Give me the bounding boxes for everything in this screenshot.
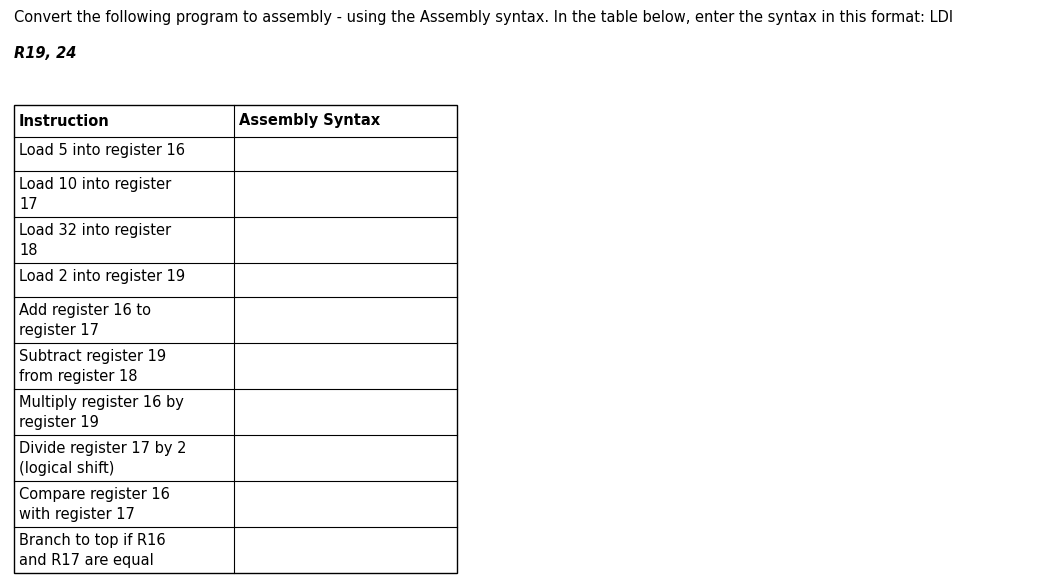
Text: Assembly Syntax: Assembly Syntax (239, 114, 380, 128)
Bar (14, 105, 457, 573)
Text: Compare register 16
with register 17: Compare register 16 with register 17 (19, 487, 169, 522)
Text: Load 10 into register
17: Load 10 into register 17 (19, 177, 171, 212)
Text: R19, 24: R19, 24 (14, 46, 77, 61)
Text: Load 2 into register 19: Load 2 into register 19 (19, 269, 185, 284)
Text: Subtract register 19
from register 18: Subtract register 19 from register 18 (19, 349, 166, 384)
Text: Branch to top if R16
and R17 are equal: Branch to top if R16 and R17 are equal (19, 533, 165, 568)
Text: Convert the following program to assembly - using the Assembly syntax. In the ta: Convert the following program to assembl… (14, 10, 953, 25)
Text: Instruction: Instruction (19, 114, 110, 128)
Text: Load 5 into register 16: Load 5 into register 16 (19, 143, 185, 158)
Text: Add register 16 to
register 17: Add register 16 to register 17 (19, 303, 151, 338)
Text: Multiply register 16 by
register 19: Multiply register 16 by register 19 (19, 395, 184, 430)
Text: Divide register 17 by 2
(logical shift): Divide register 17 by 2 (logical shift) (19, 441, 186, 476)
Text: Load 32 into register
18: Load 32 into register 18 (19, 223, 171, 258)
